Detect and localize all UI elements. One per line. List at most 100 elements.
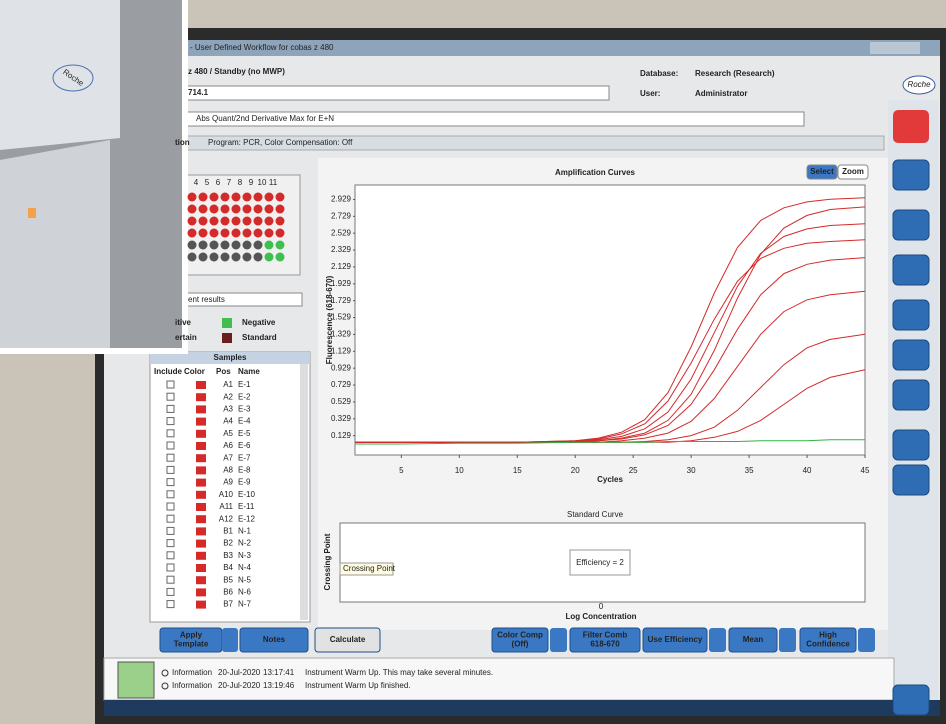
well[interactable]	[188, 217, 197, 226]
well[interactable]	[254, 217, 263, 226]
checkbox[interactable]	[167, 601, 174, 608]
well[interactable]	[188, 241, 197, 250]
well[interactable]	[232, 205, 241, 214]
well[interactable]	[276, 205, 285, 214]
well[interactable]	[210, 205, 219, 214]
well[interactable]	[254, 241, 263, 250]
well[interactable]	[265, 205, 274, 214]
well[interactable]	[276, 229, 285, 238]
well[interactable]	[254, 193, 263, 202]
well[interactable]	[265, 241, 274, 250]
well[interactable]	[265, 193, 274, 202]
sidebar-icon[interactable]	[893, 210, 929, 240]
sidebar-icon[interactable]	[893, 300, 929, 330]
chart-title: Standard Curve	[567, 510, 624, 519]
sidebar-icon[interactable]	[893, 340, 929, 370]
checkbox[interactable]	[167, 381, 174, 388]
dropdown-button[interactable]	[858, 628, 875, 652]
well[interactable]	[210, 193, 219, 202]
well[interactable]	[232, 253, 241, 262]
checkbox[interactable]	[167, 564, 174, 571]
warning-icon[interactable]	[118, 662, 154, 698]
well[interactable]	[221, 229, 230, 238]
sidebar-icon[interactable]	[893, 685, 929, 715]
position: A4	[223, 417, 233, 426]
well[interactable]	[243, 253, 252, 262]
well[interactable]	[210, 229, 219, 238]
checkbox[interactable]	[167, 430, 174, 437]
well[interactable]	[221, 205, 230, 214]
well[interactable]	[199, 253, 208, 262]
well[interactable]	[265, 253, 274, 262]
sidebar-icon[interactable]	[893, 380, 929, 410]
checkbox[interactable]	[167, 588, 174, 595]
sample-name: E-10	[238, 490, 255, 499]
well[interactable]	[243, 229, 252, 238]
well[interactable]	[199, 205, 208, 214]
position: B4	[223, 563, 233, 572]
color-swatch	[196, 491, 206, 499]
well[interactable]	[210, 241, 219, 250]
checkbox[interactable]	[167, 503, 174, 510]
well[interactable]	[199, 217, 208, 226]
checkbox[interactable]	[167, 540, 174, 547]
well[interactable]	[276, 241, 285, 250]
checkbox[interactable]	[167, 576, 174, 583]
button-label: 618-670	[590, 640, 620, 649]
well[interactable]	[243, 193, 252, 202]
checkbox[interactable]	[167, 479, 174, 486]
well[interactable]	[210, 217, 219, 226]
well[interactable]	[243, 217, 252, 226]
well[interactable]	[188, 205, 197, 214]
dropdown-button[interactable]	[709, 628, 726, 652]
scrollbar[interactable]	[300, 364, 308, 620]
checkbox[interactable]	[167, 454, 174, 461]
well[interactable]	[221, 253, 230, 262]
well[interactable]	[254, 205, 263, 214]
dropdown-button[interactable]	[550, 628, 567, 652]
dropdown-button[interactable]	[779, 628, 796, 652]
user: Administrator	[695, 89, 747, 98]
well[interactable]	[276, 217, 285, 226]
well[interactable]	[210, 253, 219, 262]
well[interactable]	[188, 229, 197, 238]
well[interactable]	[188, 253, 197, 262]
well[interactable]	[221, 241, 230, 250]
well[interactable]	[188, 193, 197, 202]
checkbox[interactable]	[167, 515, 174, 522]
sidebar-icon[interactable]	[893, 255, 929, 285]
well[interactable]	[243, 241, 252, 250]
window-controls[interactable]	[870, 42, 920, 54]
sidebar-icon[interactable]	[893, 430, 929, 460]
sidebar-icon[interactable]	[893, 465, 929, 495]
sidebar-icon[interactable]	[893, 160, 929, 190]
well[interactable]	[232, 217, 241, 226]
exit-icon[interactable]	[893, 110, 929, 143]
well[interactable]	[199, 193, 208, 202]
checkbox[interactable]	[167, 405, 174, 412]
well[interactable]	[243, 205, 252, 214]
well[interactable]	[265, 229, 274, 238]
well[interactable]	[276, 193, 285, 202]
checkbox[interactable]	[167, 527, 174, 534]
button-label: Mean	[743, 635, 764, 644]
well[interactable]	[232, 193, 241, 202]
checkbox[interactable]	[167, 418, 174, 425]
checkbox[interactable]	[167, 466, 174, 473]
well[interactable]	[199, 241, 208, 250]
well[interactable]	[199, 229, 208, 238]
well[interactable]	[221, 217, 230, 226]
checkbox[interactable]	[167, 552, 174, 559]
well[interactable]	[265, 217, 274, 226]
well[interactable]	[221, 193, 230, 202]
well[interactable]	[254, 253, 263, 262]
checkbox[interactable]	[167, 393, 174, 400]
well[interactable]	[232, 241, 241, 250]
dropdown-button[interactable]	[222, 628, 238, 652]
well[interactable]	[254, 229, 263, 238]
checkbox[interactable]	[167, 491, 174, 498]
well[interactable]	[276, 253, 285, 262]
checkbox[interactable]	[167, 442, 174, 449]
well[interactable]	[232, 229, 241, 238]
sample-name: E-2	[238, 392, 251, 401]
